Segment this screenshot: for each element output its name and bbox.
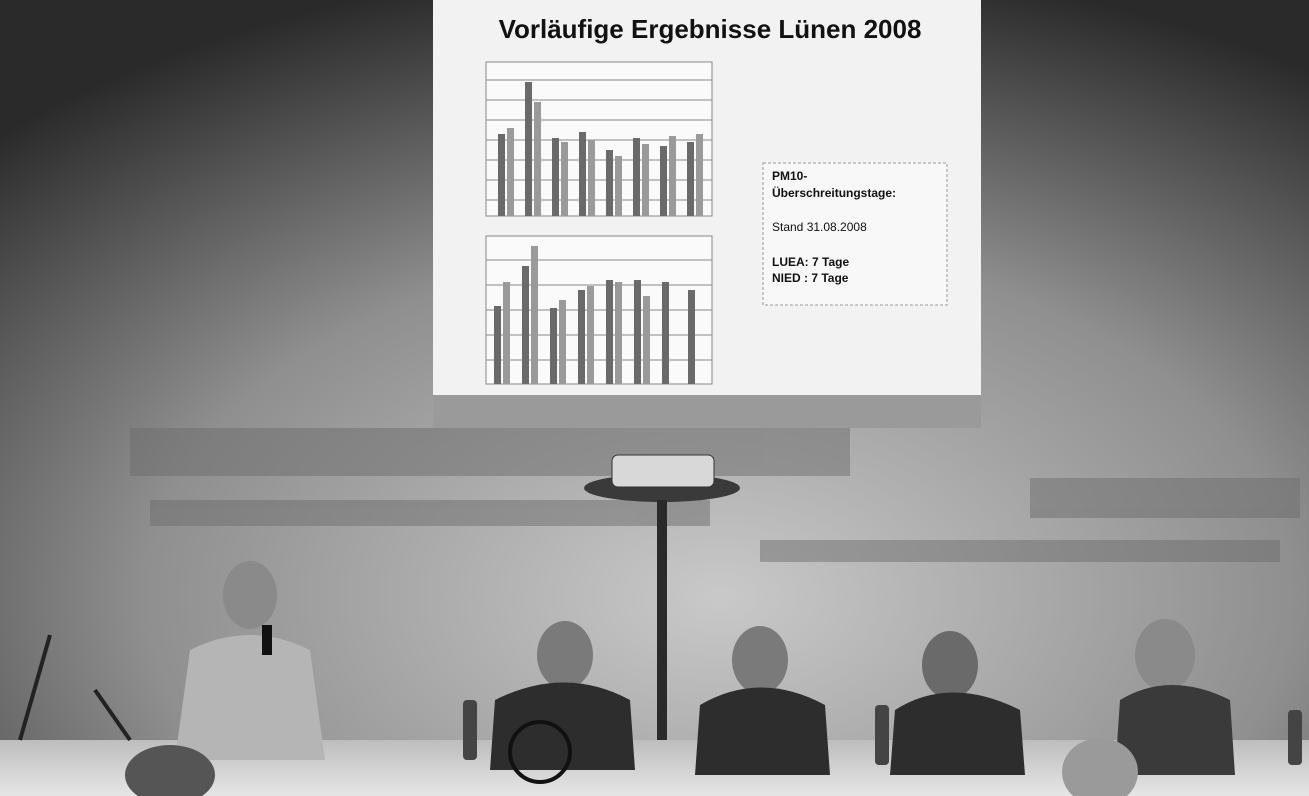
- slide-chart-lower: [486, 236, 712, 384]
- slide-chart-upper: [486, 62, 712, 216]
- info-line: Stand 31.08.2008: [772, 220, 867, 234]
- slide: Vorläufige Ergebnisse Lünen 2008: [433, 0, 981, 428]
- info-line: Überschreitungstage:: [772, 185, 896, 200]
- info-line: NIED : 7 Tage: [772, 271, 849, 285]
- slide-footer: [433, 395, 981, 428]
- photo: Vorläufige Ergebnisse Lünen 2008: [0, 0, 1309, 796]
- slide-title: Vorläufige Ergebnisse Lünen 2008: [499, 14, 922, 44]
- info-line: PM10-: [772, 169, 807, 183]
- info-line: LUEA: 7 Tage: [772, 255, 849, 269]
